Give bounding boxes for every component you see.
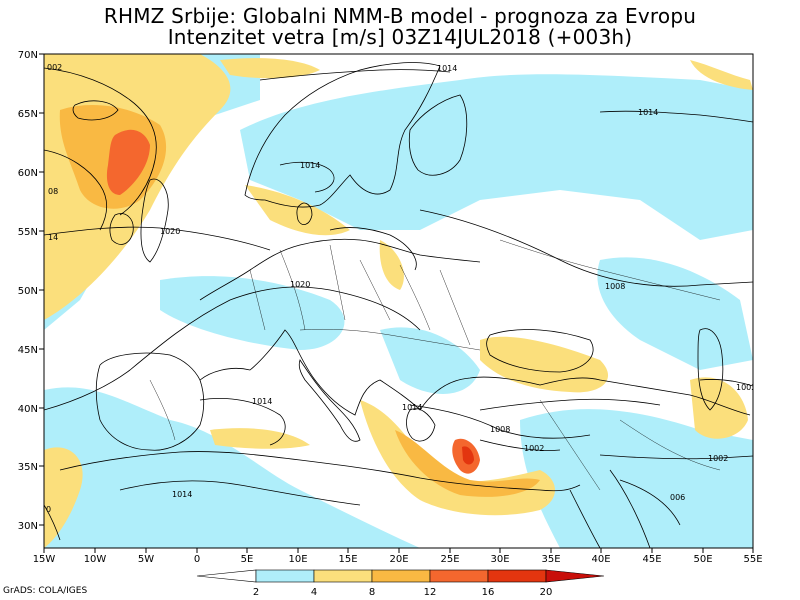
colorbar-segment-16-20 [487,569,547,583]
lon-label: 50E [693,554,712,565]
isobar-label: 1014 [172,490,192,499]
lat-label: 65N [18,109,38,120]
lon-label: 20E [389,554,408,565]
lon-label: 0 [194,554,200,565]
isobar-label: 002 [47,63,62,72]
isobar-label: 1014 [402,403,422,412]
isobar-label: 1020 [290,280,310,289]
lon-label: 25E [440,554,459,565]
wind-field: 002 1014 1014 1014 08 14 1020 1020 1008 … [44,54,756,548]
colorbar-label: 8 [369,587,375,598]
lon-label: 45E [642,554,661,565]
colorbar-segment-2-4 [255,569,315,583]
lat-label: 30N [18,521,38,532]
lon-label: 10E [288,554,307,565]
latitude-labels: 70N 65N 60N 55N 50N 45N 40N 35N 30N [18,50,38,532]
isobar-label: 1014 [437,64,457,73]
colorbar: 2 4 8 12 16 20 [196,569,605,598]
tick-marks [39,53,754,553]
colorbar-segment-12-16 [429,569,489,583]
lon-label: 15W [33,554,56,565]
lat-label: 70N [18,50,38,61]
isobar-label: 1002 [736,383,756,392]
map-title: RHMZ Srbije: Globalni NMM-B model - prog… [103,4,697,28]
isobar-label: 006 [670,493,685,502]
isobar-label: 1008 [490,425,510,434]
lon-label: 55E [743,554,762,565]
isobar-label: 1014 [638,108,658,117]
isobar-label: 1008 [605,282,625,291]
colorbar-label: 2 [253,587,259,598]
country-borders [149,239,721,491]
lat-label: 55N [18,227,38,238]
lon-label: 5W [138,554,154,565]
lon-label: 10W [84,554,107,565]
isobar-labels: 002 1014 1014 1014 08 14 1020 1020 1008 … [46,63,756,514]
lon-label: 35E [541,554,560,565]
lon-label: 30E [490,554,509,565]
isobar-label: 1002 [524,444,544,453]
lat-label: 40N [18,404,38,415]
colorbar-segment-8-12 [371,569,431,583]
lat-label: 35N [18,462,38,473]
isobar-label: 1014 [252,397,272,406]
colorbar-lower-arrow [196,569,257,583]
map-subtitle: Intenzitet vetra [m/s] 03Z14JUL2018 (+00… [167,25,633,49]
colorbar-label: 16 [482,587,495,598]
colorbar-segment-4-8 [313,569,373,583]
lon-label: 5E [241,554,254,565]
lon-label: 15E [338,554,357,565]
colorbar-label: 4 [311,587,317,598]
isobar-label: 14 [48,233,58,242]
lat-label: 45N [18,345,38,356]
lat-label: 60N [18,168,38,179]
colorbar-label: 20 [540,587,553,598]
lat-label: 50N [18,286,38,297]
isobars [44,67,753,541]
colorbar-label: 12 [424,587,437,598]
isobar-label: 1020 [160,227,180,236]
colorbar-upper-arrow [545,569,605,583]
wind-16-20-layer [462,446,474,465]
isobar-label: 0 [46,505,51,514]
longitude-labels: 15W 10W 5W 0 5E 10E 15E 20E 25E 30E 35E … [33,554,763,565]
coastlines [59,62,751,548]
credit-text: GrADS: COLA/IGES [3,586,88,596]
isobar-label: 1014 [300,161,320,170]
lon-label: 40E [591,554,610,565]
isobar-label: 1002 [708,454,728,463]
isobar-label: 08 [48,187,58,196]
